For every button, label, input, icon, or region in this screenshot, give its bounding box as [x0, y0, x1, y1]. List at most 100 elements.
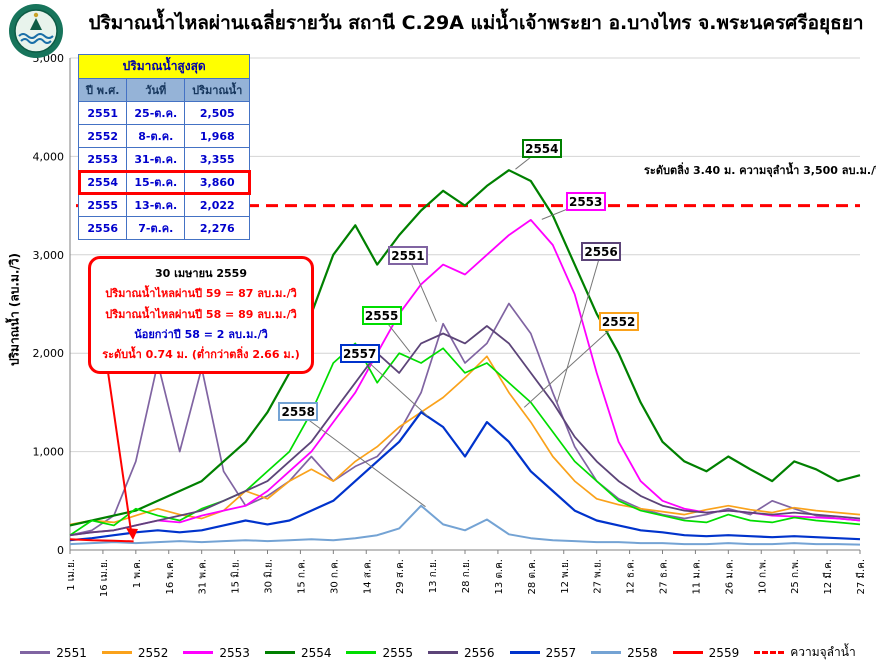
legend-swatch [428, 651, 459, 654]
legend-label: 2553 [219, 645, 250, 660]
col-header-volume: ปริมาณน้ำ [184, 78, 251, 102]
series-label-connector [556, 251, 602, 403]
col-header-year: ปี พ.ศ. [77, 78, 128, 102]
x-tick-label: 15 ก.ค. [296, 559, 307, 594]
x-tick-label: 28 ต.ค. [527, 559, 538, 594]
legend-label: 2559 [708, 645, 740, 660]
table-row-2554: 2554 15-ต.ค. 3,860 [77, 169, 251, 195]
legend-swatch [346, 651, 377, 654]
legend-item-2555: 2555 [346, 646, 413, 660]
series-line-2559 [69, 538, 134, 543]
x-tick-label: 28 ก.ย. [461, 559, 472, 593]
series-label-connector [359, 353, 429, 417]
col-header-date: วันที่ [126, 78, 186, 102]
legend-item-2552: 2552 [101, 645, 169, 660]
y-tick-label: 4,000 [33, 150, 65, 163]
legend-label: 2551 [56, 645, 87, 660]
table-title-row: ปริมาณน้ำสูงสุด [77, 54, 251, 79]
x-tick-label: 14 ส.ค. [362, 559, 373, 594]
table-cell: 31-ต.ค. [126, 147, 186, 171]
legend-swatch [591, 651, 622, 654]
table-cell: 15-ต.ค. [126, 170, 186, 194]
legend-item-2556: 2556 [428, 646, 495, 660]
x-tick-label: 13 ต.ค. [494, 559, 505, 594]
table-header-row: ปี พ.ศ. วันที่ ปริมาณน้ำ [77, 78, 251, 102]
x-tick-label: 27 มี.ค. [855, 559, 867, 595]
page-title: ปริมาณน้ำไหลผ่านเฉลี่ยรายวัน สถานี C.29A… [88, 12, 864, 34]
irrigation-department-logo-icon [9, 4, 63, 58]
legend-swatch [101, 651, 132, 654]
x-tick-label: 30 ก.ค. [329, 559, 340, 594]
table-row-2553: 2553 31-ต.ค. 3,355 [77, 147, 251, 171]
table-cell: 25-ต.ค. [126, 101, 186, 125]
table-cell: 2,276 [184, 216, 251, 240]
legend-item-2551: 2551 [20, 646, 87, 660]
legend-item-2559: 2559 [672, 645, 740, 660]
annotation-line: น้อยกว่าปี 58 = 2 ลบ.ม./วิ [134, 328, 268, 342]
annotation-arrowhead [126, 528, 138, 540]
series-line-2558 [69, 504, 861, 546]
series-label-2555: 2555 [361, 305, 402, 325]
series-label-2551: 2551 [387, 245, 428, 265]
legend-label: 2557 [545, 645, 577, 660]
x-tick-label: 12 พ.ย. [560, 559, 571, 594]
annotation-line: ระดับน้ำ 0.74 ม. (ต่ำกว่าตลิ่ง 2.66 ม.) [102, 348, 300, 362]
y-tick-label: 2,000 [33, 347, 65, 360]
legend-swatch [264, 651, 295, 654]
table-cell: 8-ต.ค. [126, 124, 186, 148]
series-label-2557: 2557 [339, 344, 380, 364]
x-tick-label: 29 ส.ค. [395, 559, 406, 594]
x-tick-label: 11 ม.ค. [691, 559, 702, 595]
chart-legend: 2551 2552 2553 2554 2555 2556 2557 2558 2559 ความ… [0, 643, 876, 662]
legend-swatch [509, 651, 540, 654]
series-line-2556 [69, 325, 861, 537]
annotation-line: ปริมาณน้ำไหลผ่านปี 59 = 87 ลบ.ม./วิ [105, 287, 297, 301]
series-line-2554 [69, 169, 861, 527]
x-tick-label: 15 มิ.ย. [231, 559, 242, 594]
table-cell: 1,968 [184, 124, 251, 148]
x-tick-label: 27 ธ.ค. [659, 559, 670, 594]
series-label-connector [297, 411, 426, 508]
table-cell: 2554 [77, 170, 128, 194]
table-row-2551: 2551 25-ต.ค. 2,505 [77, 101, 251, 125]
legend-label: 2558 [627, 645, 658, 660]
legend-item-2558: 2558 [591, 646, 658, 660]
table-row-2552: 2552 8-ต.ค. 1,968 [77, 124, 251, 148]
table-row-2555: 2555 13-ต.ค. 2,022 [77, 193, 251, 217]
series-label-2558: 2558 [278, 402, 319, 422]
table-cell: 2552 [77, 124, 128, 148]
y-tick-label: 0 [57, 544, 64, 557]
annotation-arrow [107, 371, 132, 532]
table-cell: 13-ต.ค. [126, 193, 186, 217]
table-cell: 7-ต.ค. [126, 216, 186, 240]
table-cell: 2551 [77, 101, 128, 125]
x-tick-label: 30 มิ.ย. [264, 559, 275, 594]
series-label-2552: 2552 [598, 311, 639, 331]
legend-label: 2555 [382, 645, 414, 660]
legend-label: 2556 [464, 645, 495, 660]
legend-item-2557: 2557 [509, 645, 577, 660]
x-tick-label: 1 เม.ย. [66, 559, 77, 591]
x-tick-label: 25 ก.พ. [790, 559, 801, 594]
y-tick-label: 1,000 [33, 446, 65, 459]
legend-swatch [183, 651, 214, 654]
table-cell: 2,022 [184, 193, 251, 217]
series-line-2557 [69, 411, 861, 542]
legend-swatch [20, 651, 51, 654]
table-title: ปริมาณน้ำสูงสุด [77, 54, 251, 79]
legend-label: ความจุลำน้ำ [790, 645, 856, 659]
table-cell: 2556 [77, 216, 128, 240]
legend-label: 2552 [137, 645, 169, 660]
table-cell: 3,355 [184, 147, 251, 171]
series-line-2552 [69, 355, 861, 526]
x-tick-label: 31 พ.ค. [198, 559, 209, 595]
x-tick-label: 16 พ.ค. [165, 559, 176, 595]
x-tick-label: 10 ก.พ. [757, 559, 768, 594]
annotation-line: ปริมาณน้ำไหลผ่านปี 58 = 89 ลบ.ม./วิ [105, 307, 297, 321]
series-label-connector [407, 255, 437, 322]
x-tick-label: 27 พ.ย. [593, 559, 604, 594]
legend-item-2554: 2554 [264, 645, 332, 660]
current-status-annotation: 30 เมษายน 2559 ปริมาณน้ำไหลผ่านปี 59 = 87… [88, 256, 314, 374]
legend-label: 2554 [300, 645, 332, 660]
table-cell: 2,505 [184, 101, 251, 125]
